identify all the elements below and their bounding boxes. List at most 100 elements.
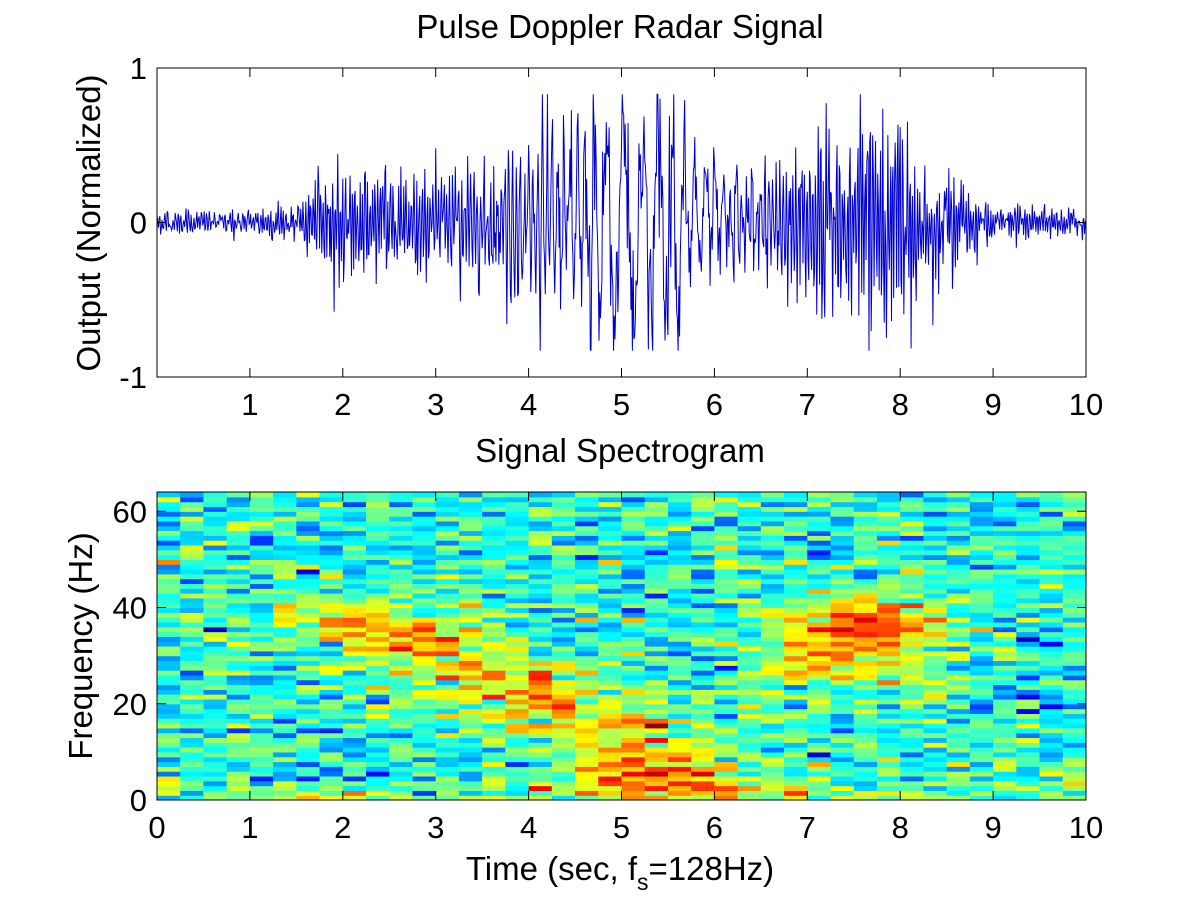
spectrogram-cell	[853, 703, 878, 710]
spectrogram-cell	[969, 641, 994, 647]
spectrogram-cell	[157, 674, 181, 681]
spectrogram-cell	[969, 650, 994, 657]
spectrogram-cell	[458, 689, 483, 695]
spectrogram-cell	[1016, 559, 1041, 565]
spectrogram-cell	[342, 593, 367, 599]
spectrogram-cell	[226, 756, 251, 763]
spectrogram-cell	[667, 602, 692, 609]
spectrogram-cell	[969, 636, 994, 642]
spectrogram-cell	[946, 573, 971, 580]
spectrogram-cell	[830, 554, 855, 560]
spectrogram-cell	[714, 641, 739, 647]
spectrogram-cell	[551, 641, 576, 647]
spectrogram-cell	[923, 573, 948, 580]
spectrogram-cell	[876, 775, 901, 782]
spectrogram-cell	[1039, 588, 1064, 594]
spectrogram-cell	[737, 732, 762, 739]
spectrogram-cell	[760, 727, 785, 734]
spectrogram-cell	[667, 751, 692, 758]
spectrogram-cell	[180, 689, 205, 695]
spectrogram-cell	[714, 626, 739, 633]
x-axis-label-tail: =128Hz)	[648, 850, 774, 887]
spectrogram-cell	[249, 747, 274, 753]
spectrogram-cell	[876, 742, 901, 748]
spectrogram-cell	[853, 747, 878, 753]
spectrogram-cell	[784, 516, 808, 522]
spectrogram-cell	[923, 583, 948, 589]
spectrogram-cell	[993, 660, 1017, 666]
spectrogram-cell	[784, 761, 808, 767]
spectrogram-cell	[528, 544, 553, 551]
spectrogram-cell	[319, 775, 344, 782]
spectrogram-cell	[157, 641, 181, 647]
spectrogram-cell	[1062, 703, 1086, 710]
spectrogram-cell	[180, 511, 205, 517]
spectrogram-cell	[1016, 674, 1041, 681]
spectrogram-cell	[551, 506, 576, 512]
spectrogram-cell	[482, 646, 506, 652]
spectrogram-cell	[1039, 621, 1064, 628]
spectrogram-cell	[923, 708, 948, 714]
spectrogram-cell	[876, 732, 901, 739]
spectrogram-cell	[621, 520, 646, 527]
spectrogram-cell	[458, 631, 483, 637]
spectrogram-cell	[157, 602, 181, 609]
spectrogram-cell	[551, 530, 576, 536]
spectrogram-cell	[366, 780, 390, 787]
spectrogram-cell	[157, 732, 181, 739]
spectrogram-cell	[807, 593, 832, 599]
spectrogram-cell	[876, 621, 901, 628]
spectrogram-cell	[1016, 583, 1041, 589]
spectrogram-cell	[714, 698, 739, 705]
spectrogram-cell	[737, 713, 762, 719]
spectrogram-cell	[226, 549, 251, 556]
spectrogram-cell	[714, 544, 739, 551]
spectrogram-cell	[853, 723, 878, 729]
spectrogram-cell	[598, 660, 623, 666]
spectrogram-cell	[412, 713, 437, 719]
spectrogram-cell	[1062, 785, 1086, 791]
spectrogram-cell	[667, 597, 692, 604]
spectrogram-cell	[226, 583, 251, 589]
spectrogram-cell	[923, 506, 948, 512]
spectrogram-cell	[412, 569, 437, 575]
spectrogram-cell	[993, 698, 1017, 705]
spectrogram-cell	[621, 559, 646, 565]
spectrogram-cell	[412, 621, 437, 628]
spectrogram-cell	[575, 795, 599, 800]
spectrogram-cell	[226, 554, 251, 560]
spectrogram-cell	[458, 751, 483, 758]
spectrogram-cell	[830, 506, 855, 512]
spectrogram-cell	[296, 544, 321, 551]
spectrogram-cell	[1039, 559, 1064, 565]
spectrogram-cell	[435, 516, 460, 522]
spectrogram-cell	[296, 747, 321, 753]
spectrogram-cell	[180, 698, 205, 705]
spectrogram-cell	[319, 660, 344, 666]
spectrogram-cell	[1039, 501, 1064, 508]
spectrogram-cell	[180, 732, 205, 739]
spectrogram-cell	[412, 742, 437, 748]
spectrogram-cell	[923, 756, 948, 763]
spectrogram-cell	[273, 737, 297, 743]
spectrogram-cell	[784, 520, 808, 527]
spectrogram-cell	[900, 723, 925, 729]
spectrogram-cell	[598, 501, 623, 508]
spectrogram-cell	[296, 569, 321, 575]
spectrogram-cell	[737, 626, 762, 633]
spectrogram-cell	[575, 631, 599, 637]
spectrogram-cell	[876, 650, 901, 657]
spectrogram-cell	[598, 698, 623, 705]
spectrogram-cell	[1039, 602, 1064, 609]
spectrogram-cell	[296, 660, 321, 666]
spectrogram-cell	[482, 775, 506, 782]
spectrogram-cell	[1062, 670, 1086, 676]
spectrogram-cell	[342, 665, 367, 671]
spectrogram-cell	[714, 516, 739, 522]
spectrogram-cell	[946, 679, 971, 686]
spectrogram-cell	[482, 520, 506, 527]
spectrogram-cell	[575, 492, 599, 498]
spectrogram-cell	[389, 578, 414, 585]
spectrogram-cell	[784, 646, 808, 652]
spectrogram-cell	[389, 713, 414, 719]
